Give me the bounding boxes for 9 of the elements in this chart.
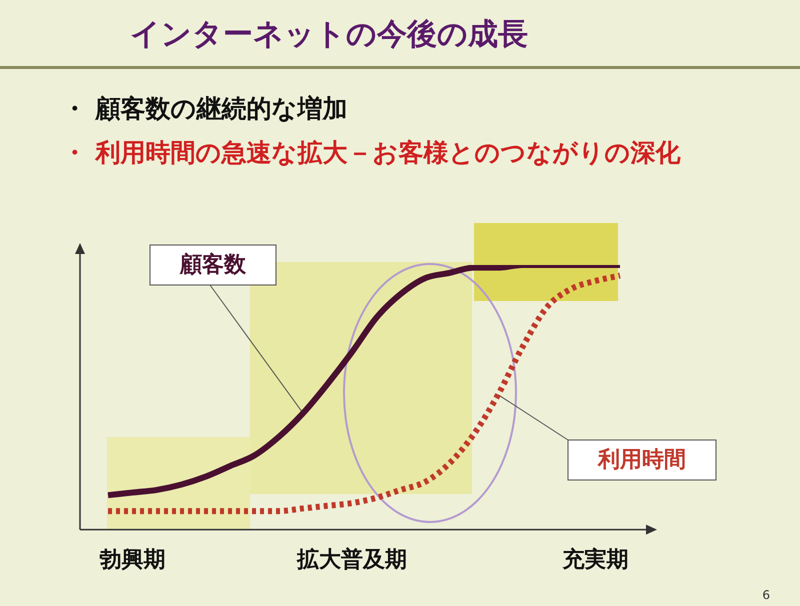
text: 利用時間 bbox=[597, 448, 686, 473]
x-tick-label: 勃興期 bbox=[99, 548, 166, 573]
text: ・ 顧客数の継続的な増加 bbox=[62, 93, 348, 125]
x-tick-label: 拡大普及期 bbox=[296, 546, 407, 573]
x-tick-label: 充実期 bbox=[562, 546, 629, 573]
chart-title: インターネットの今後の成長 bbox=[130, 16, 528, 54]
text: ・ 利用時間の急速な拡大－お客様とのつながりの深化 bbox=[62, 137, 681, 169]
text: 顧客数 bbox=[179, 252, 247, 278]
text: 6 bbox=[762, 588, 770, 602]
